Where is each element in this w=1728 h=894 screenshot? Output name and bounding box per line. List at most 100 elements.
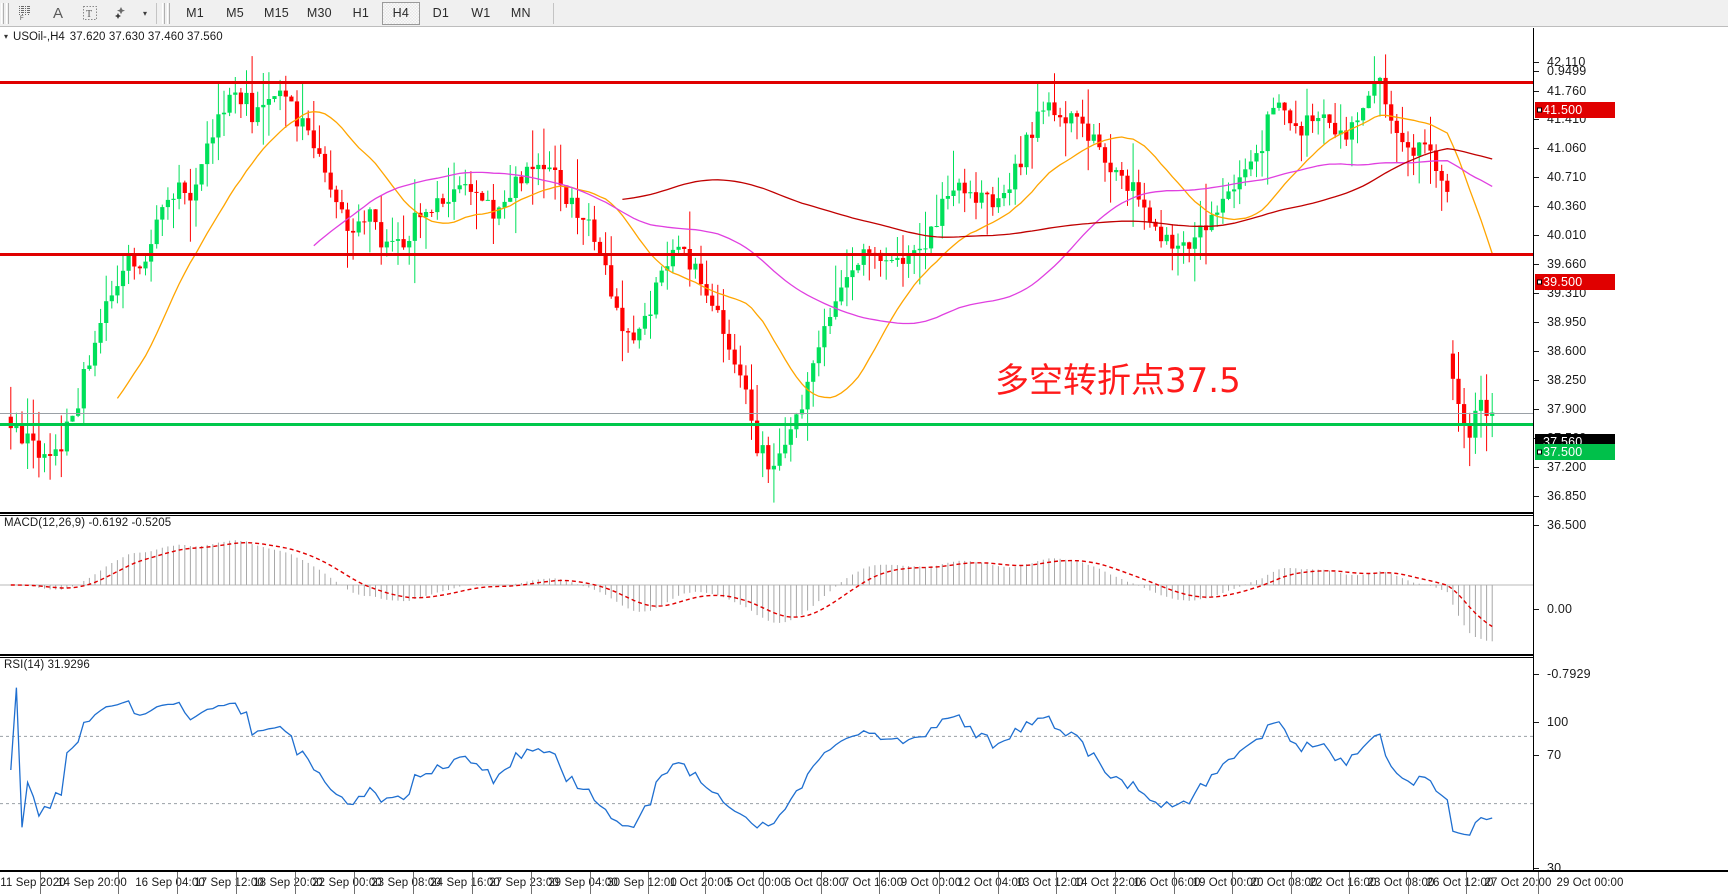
svg-text:F: F <box>20 16 24 21</box>
time-axis-label: 14 Sep 20:00 <box>57 877 127 889</box>
price-axis-tick <box>1534 177 1539 178</box>
price-badge-value: 39.500 <box>1543 275 1583 289</box>
time-axis-tick <box>590 872 591 894</box>
price-axis-label: 40.010 <box>1547 228 1587 242</box>
time-axis-tick <box>1174 872 1175 894</box>
price-axis-tick <box>1534 525 1539 526</box>
time-axis-tick <box>236 872 237 894</box>
time-axis-tick <box>354 872 355 894</box>
price-level-37500[interactable]: 37.500 <box>1535 444 1615 460</box>
level-handle[interactable] <box>1537 449 1542 455</box>
timeframe-button-h1[interactable]: H1 <box>352 6 370 20</box>
level-line-39500[interactable] <box>0 253 1533 256</box>
text-label-glyph: A <box>52 4 63 22</box>
time-axis-tick <box>531 872 532 894</box>
timeframe-button-mn[interactable]: MN <box>510 6 531 20</box>
price-axis-tick <box>1534 119 1539 120</box>
axis-tick <box>1534 755 1539 756</box>
level-handle[interactable] <box>1537 107 1542 113</box>
time-axis-tick <box>998 872 999 894</box>
timeframe-button-w1[interactable]: W1 <box>471 6 491 20</box>
time-axis-label: 1 Oct 20:00 <box>669 877 731 889</box>
time-axis-tick <box>648 872 649 894</box>
price-axis-tick <box>1534 62 1539 63</box>
time-axis-label: 29 Oct 00:00 <box>1556 877 1624 889</box>
price-level-41500[interactable]: 41.500 <box>1535 102 1615 118</box>
time-axis-tick <box>1291 872 1292 894</box>
price-axis-label: 37.200 <box>1547 460 1587 474</box>
macd_panel-axis-label: 0.00 <box>1547 602 1573 616</box>
symbol-collapse-caret-icon[interactable]: ▾ <box>4 32 9 41</box>
time-axis-label: 16 Sep 04:00 <box>135 877 205 889</box>
macd-pane[interactable] <box>0 515 1533 653</box>
time-axis-tick <box>763 872 764 894</box>
time-axis-label: 11 Sep 2020 <box>0 877 66 889</box>
timeframe-button-m1[interactable]: M1 <box>186 6 204 20</box>
time-axis-label: 19 Oct 00:00 <box>1192 877 1260 889</box>
toolbar-grip-left[interactable] <box>1 2 10 24</box>
pane-divider-rsi <box>0 654 1728 656</box>
symbol-ohlc-values: 37.620 37.630 37.460 37.560 <box>69 31 223 43</box>
level-handle[interactable] <box>1537 279 1542 285</box>
price-level-39500[interactable]: 39.500 <box>1535 274 1615 290</box>
timeframe-button-m5[interactable]: M5 <box>226 6 244 20</box>
price-axis-label: 38.250 <box>1547 373 1587 387</box>
price-pane[interactable] <box>0 28 1533 507</box>
rsi_panel-axis-label: 100 <box>1547 715 1569 729</box>
time-axis-tick <box>40 872 41 894</box>
price-axis-label: 41.060 <box>1547 141 1587 155</box>
rsi-pane[interactable] <box>0 657 1533 865</box>
price-axis-label: 36.850 <box>1547 489 1587 503</box>
time-axis-tick <box>821 872 822 894</box>
text-tool-icon[interactable]: T <box>75 2 105 25</box>
text-label-icon[interactable]: A <box>43 2 73 25</box>
chart-annotation-text[interactable]: 多空转折点37.5 <box>995 361 1241 401</box>
timeframe-button-h4[interactable]: H4 <box>381 1 420 25</box>
pane-divider-macd <box>0 512 1728 514</box>
time-axis-label: 16 Oct 06:00 <box>1133 877 1201 889</box>
time-axis-label: 27 Sep 23:00 <box>489 877 559 889</box>
time-axis[interactable]: 11 Sep 2020 14 Sep 20:00 16 Sep 04:00 17 Se… <box>0 870 1728 894</box>
price-axis-label: 41.760 <box>1547 84 1587 98</box>
time-axis-tick <box>1408 872 1409 894</box>
objects-icon[interactable] <box>107 2 137 25</box>
time-axis-tick <box>1538 872 1539 894</box>
time-axis-tick <box>705 872 706 894</box>
time-axis-label: 23 Sep 08:00 <box>371 877 441 889</box>
price-axis-label: 39.660 <box>1547 257 1587 271</box>
time-axis-label: 29 Sep 04:00 <box>548 877 618 889</box>
price-axis-label: 37.900 <box>1547 402 1587 416</box>
timeframe-button-m30[interactable]: M30 <box>306 6 332 20</box>
macd_panel-axis-label: 0.9499 <box>1547 64 1587 78</box>
level-line-37500[interactable] <box>0 423 1533 426</box>
rsi_panel-axis-label: 70 <box>1547 748 1562 762</box>
time-axis-tick <box>177 872 178 894</box>
chart-area[interactable]: 多空转折点37.5 MACD(12,26,9) -0.6192 -0.5205 … <box>0 28 1728 894</box>
timeframe-button-d1[interactable]: D1 <box>432 6 450 20</box>
time-axis-label: 14 Oct 22:00 <box>1074 877 1142 889</box>
time-axis-tick <box>1115 872 1116 894</box>
price-axis-tick <box>1534 148 1539 149</box>
objects-dropdown-caret-icon[interactable]: ▾ <box>142 8 147 18</box>
price-axis-tick <box>1534 496 1539 497</box>
crosshair-icon[interactable]: F <box>11 2 41 25</box>
time-axis-tick <box>413 872 414 894</box>
price-axis[interactable]: 42.110 41.760 41.410 41.060 40.710 40.360 40.0… <box>1533 28 1728 894</box>
axis-tick <box>1534 868 1539 869</box>
time-axis-label: 22 Oct 16:00 <box>1309 877 1377 889</box>
timeframe-button-m15[interactable]: M15 <box>264 6 289 20</box>
time-axis-label: 7 Oct 16:00 <box>842 877 904 889</box>
toolbar-grip-timeframes[interactable] <box>162 2 171 24</box>
level-line-41500[interactable] <box>0 81 1533 84</box>
time-axis-label: 9 Oct 00:00 <box>900 877 962 889</box>
price-axis-tick <box>1534 351 1539 352</box>
toolbar-separator-right <box>552 2 554 24</box>
time-axis-label: 17 Sep 12:00 <box>194 877 264 889</box>
price-axis-label: 38.950 <box>1547 315 1587 329</box>
text-tool-icon-svg: T <box>82 5 97 20</box>
price-axis-tick <box>1534 235 1539 236</box>
crosshair-icon-svg: F <box>19 6 30 21</box>
price-badge-value: 41.500 <box>1543 103 1583 117</box>
price-axis-tick <box>1534 467 1539 468</box>
